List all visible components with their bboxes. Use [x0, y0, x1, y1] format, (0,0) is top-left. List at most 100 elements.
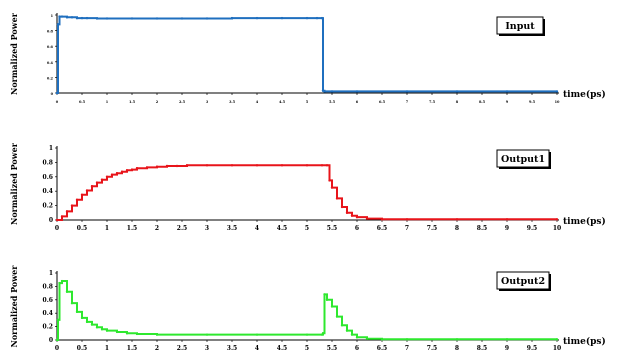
- data-point: [230, 164, 234, 167]
- x-tick-label: 5: [306, 100, 309, 104]
- data-point: [205, 164, 209, 167]
- x-tick-label: 6.5: [379, 100, 386, 104]
- data-point: [280, 16, 284, 20]
- data-point: [205, 17, 209, 20]
- legend-box: [496, 149, 550, 168]
- data-point: [65, 210, 69, 213]
- y-tick-label: 0.8: [43, 159, 53, 166]
- x-tick-label: 2: [155, 225, 159, 232]
- data-point: [60, 215, 64, 218]
- data-point: [175, 164, 179, 168]
- data-point: [65, 16, 69, 19]
- data-point: [60, 279, 64, 283]
- data-point: [505, 338, 509, 341]
- series-line: [57, 15, 557, 94]
- x-tick-label: 7: [405, 225, 409, 232]
- data-point: [315, 16, 319, 20]
- x-tick-label: 3.5: [227, 225, 237, 232]
- data-point: [105, 17, 109, 20]
- data-point: [345, 211, 349, 214]
- data-point: [85, 16, 89, 20]
- data-point: [90, 323, 94, 326]
- y-tick-label: 1: [49, 145, 53, 152]
- x-tick-label: 10: [555, 100, 560, 104]
- x-tick-label: 1: [105, 225, 109, 232]
- y-tick-label: 0.8: [47, 30, 54, 34]
- data-point: [555, 90, 559, 93]
- data-point: [105, 329, 109, 332]
- x-tick-label: 4: [255, 225, 259, 232]
- x-tick-label: 7.5: [429, 100, 436, 104]
- data-point: [75, 198, 79, 202]
- x-tick-label: 8: [455, 225, 459, 232]
- data-point: [95, 181, 99, 184]
- data-point: [325, 298, 329, 301]
- x-tick-label: 2: [156, 100, 159, 104]
- x-tick-label: 7.5: [427, 345, 437, 352]
- x-tick-label: 9.5: [527, 225, 537, 232]
- data-point: [120, 170, 124, 173]
- data-point: [323, 90, 326, 93]
- y-tick-label: 0.2: [43, 203, 53, 210]
- chart-panel-1: 00.20.40.60.810 0.5 1 1.5 2 2.5 3 3.5 4 4.5 5 5.5 6 6…: [9, 12, 606, 104]
- y-tick-label: 0.4: [47, 61, 54, 65]
- data-point: [58, 281, 61, 285]
- x-tick-label: 2.5: [177, 345, 187, 352]
- x-tick-label: 9.5: [529, 100, 536, 104]
- data-point: [105, 175, 109, 178]
- x-tick-label: 8.5: [477, 345, 487, 352]
- data-point: [305, 333, 309, 336]
- data-point: [555, 338, 559, 341]
- data-point: [505, 218, 509, 221]
- x-tick-label: 10: [553, 345, 561, 352]
- x-tick-label: 5: [305, 345, 309, 352]
- x-tick-label: 6.5: [377, 345, 387, 352]
- x-tick-label: 9: [505, 345, 509, 352]
- x-tick-label: 7: [406, 100, 409, 104]
- y-tick-label: 0.6: [47, 45, 54, 49]
- x-axis-label: time(ps): [563, 216, 606, 227]
- series-line: [57, 280, 557, 341]
- y-tick-label: 0: [49, 217, 53, 224]
- data-point: [405, 338, 409, 341]
- y-tick-label: 1: [49, 270, 53, 277]
- x-tick-label: 4.5: [279, 100, 286, 104]
- data-point: [56, 23, 60, 26]
- x-tick-label: 1.5: [127, 345, 137, 352]
- data-point: [155, 333, 159, 336]
- data-point: [205, 333, 209, 336]
- data-point: [180, 17, 184, 20]
- data-point: [305, 16, 309, 20]
- data-point: [305, 164, 309, 167]
- x-tick-label: 6: [355, 345, 359, 352]
- data-point: [135, 166, 139, 170]
- data-point: [90, 184, 94, 188]
- data-point: [328, 179, 331, 182]
- data-point: [330, 90, 334, 93]
- data-point: [55, 218, 59, 222]
- data-point: [340, 205, 344, 209]
- x-tick-label: 6: [356, 100, 359, 104]
- y-tick-label: 0.8: [43, 283, 53, 290]
- data-point: [405, 90, 409, 93]
- data-point: [350, 333, 354, 336]
- data-point: [335, 315, 339, 318]
- x-tick-label: 9: [506, 100, 509, 104]
- x-tick-label: 4.5: [277, 225, 287, 232]
- x-tick-label: 6: [355, 225, 359, 232]
- y-tick-label: 1: [51, 14, 54, 18]
- data-point: [55, 91, 59, 95]
- data-point: [125, 332, 129, 335]
- data-point: [255, 164, 259, 167]
- data-point: [165, 164, 169, 168]
- series-line: [57, 164, 557, 221]
- data-point: [340, 324, 344, 327]
- data-point: [125, 169, 129, 172]
- x-tick-label: 1: [106, 100, 109, 104]
- x-tick-label: 9.5: [527, 345, 537, 352]
- x-tick-label: 5: [305, 225, 309, 232]
- data-point: [95, 17, 99, 20]
- y-tick-label: 0.2: [43, 324, 53, 331]
- data-point: [55, 338, 59, 342]
- y-axis-label: Normalized Power: [9, 265, 19, 348]
